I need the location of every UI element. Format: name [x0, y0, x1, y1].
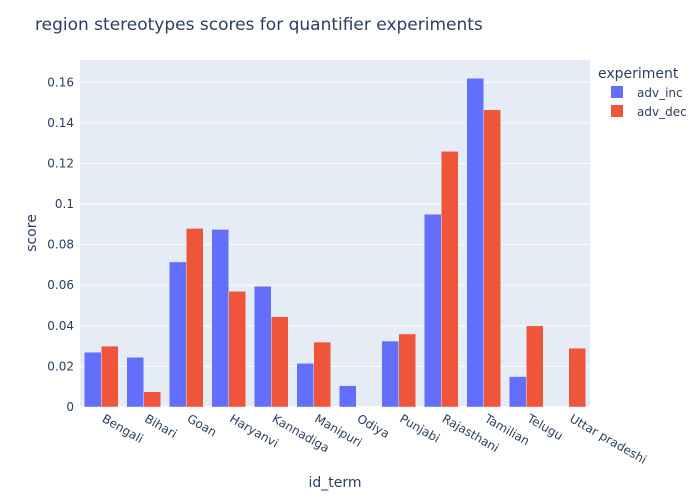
- bar-adv-inc-tamilian[interactable]: [466, 78, 484, 408]
- legend-label-adv-dec: adv_dec: [637, 105, 687, 119]
- bar-adv-dec-punjabi[interactable]: [398, 333, 416, 408]
- bar-adv-inc-goan[interactable]: [169, 261, 187, 408]
- bars: [84, 78, 586, 408]
- bar-adv-dec-manipuri[interactable]: [313, 341, 331, 408]
- bar-adv-inc-telugu[interactable]: [509, 376, 527, 408]
- bar-adv-dec-goan[interactable]: [186, 228, 204, 408]
- bar-adv-inc-haryanvi[interactable]: [211, 229, 229, 408]
- bar-adv-dec-tamilian[interactable]: [483, 109, 501, 408]
- y-tick-label: 0: [66, 400, 74, 414]
- y-tick-label: 0.14: [47, 116, 74, 130]
- legend: experiment adv_inc adv_dec: [598, 66, 687, 119]
- bar-adv-dec-kannadiga[interactable]: [271, 316, 289, 408]
- chart-title: region stereotypes scores for quantifier…: [35, 15, 483, 35]
- x-tick-label: Goan: [185, 411, 219, 439]
- bar-adv-inc-bihari[interactable]: [126, 357, 144, 408]
- bar-adv-dec-haryanvi[interactable]: [228, 291, 246, 408]
- x-axis-title: id_term: [308, 475, 361, 491]
- y-tick-label: 0.08: [47, 238, 74, 252]
- legend-swatch-adv-dec: [611, 105, 623, 117]
- legend-item-adv-inc[interactable]: adv_inc: [611, 86, 683, 100]
- y-tick-label: 0.1: [55, 197, 74, 211]
- legend-label-adv-inc: adv_inc: [637, 86, 683, 100]
- y-tick-label: 0.02: [47, 359, 74, 373]
- y-tick-labels: 0 0.02 0.04 0.06 0.08 0.1 0.12 0.14 0.16: [47, 75, 74, 414]
- bar-adv-inc-manipuri[interactable]: [296, 363, 314, 408]
- legend-item-adv-dec[interactable]: adv_dec: [611, 105, 687, 119]
- bar-adv-inc-kannadiga[interactable]: [254, 286, 272, 408]
- y-tick-label: 0.12: [47, 156, 74, 170]
- plot-background: [80, 60, 590, 407]
- y-axis-title: score: [24, 214, 40, 252]
- y-tick-label: 0.06: [47, 278, 74, 292]
- bar-adv-inc-rajasthani[interactable]: [424, 213, 442, 408]
- bar-adv-inc-bengali[interactable]: [84, 351, 102, 408]
- bar-adv-inc-odiya[interactable]: [339, 385, 357, 408]
- legend-swatch-adv-inc: [611, 86, 623, 98]
- bar-adv-dec-uttar-pradeshi[interactable]: [568, 347, 586, 408]
- bar-adv-dec-bengali[interactable]: [101, 345, 119, 408]
- bar-adv-dec-telugu[interactable]: [526, 325, 544, 408]
- bar-adv-dec-rajasthani[interactable]: [441, 151, 459, 408]
- x-tick-label: Bihari: [142, 411, 179, 441]
- y-tick-label: 0.16: [47, 75, 74, 89]
- gridlines: [80, 81, 590, 408]
- y-tick-label: 0.04: [47, 319, 74, 333]
- bar-adv-inc-punjabi[interactable]: [381, 340, 399, 408]
- x-tick-label: Uttar pradeshi: [567, 411, 649, 466]
- x-tick-label: Bengali: [100, 411, 146, 446]
- legend-title: experiment: [598, 66, 679, 82]
- x-tick-label: Punjabi: [397, 411, 442, 445]
- bar-adv-dec-bihari[interactable]: [143, 391, 161, 408]
